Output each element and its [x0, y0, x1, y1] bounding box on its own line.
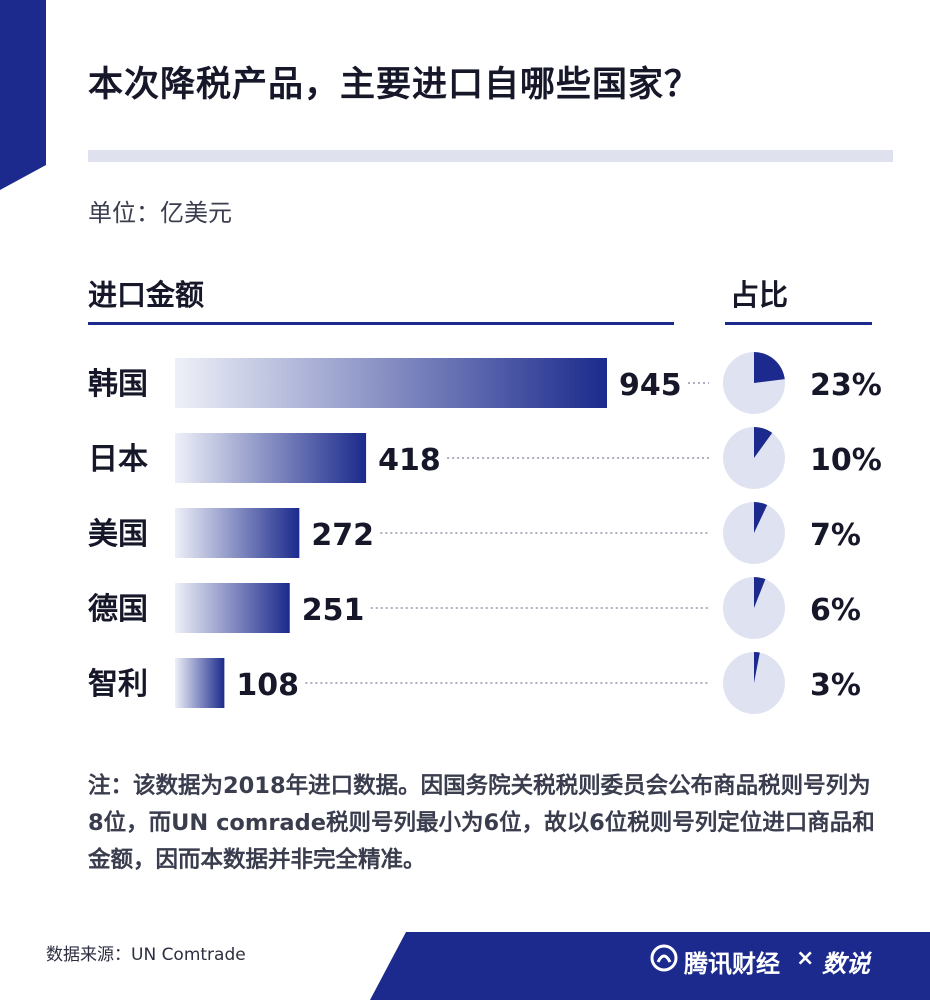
pie-slice: [754, 352, 785, 383]
bar: [175, 658, 225, 708]
value-label: 418: [378, 443, 441, 478]
bar: [175, 433, 367, 483]
share-label: 3%: [810, 668, 861, 703]
column-underline-share: [725, 322, 872, 325]
brand-times: ×: [796, 946, 815, 971]
corner-accent: [0, 0, 46, 190]
brand-logo-icon: [650, 944, 678, 972]
title-underline: [88, 150, 893, 162]
column-underline-amount: [88, 322, 674, 325]
share-label: 23%: [810, 368, 882, 403]
category-label: 智利: [88, 667, 148, 702]
category-label: 日本: [88, 442, 148, 477]
value-label: 108: [236, 668, 299, 703]
share-label: 10%: [810, 443, 882, 478]
footer-band: [370, 932, 930, 1000]
pie-slice: [754, 502, 768, 533]
column-header-amount: 进口金额: [88, 278, 205, 312]
chart-title: 本次降税产品，主要进口自哪些国家？: [88, 65, 701, 105]
share-label: 7%: [810, 518, 861, 553]
data-source: 数据来源：UN Comtrade: [46, 945, 246, 965]
bar: [175, 583, 290, 633]
category-label: 德国: [88, 592, 148, 627]
column-header-share: 占比: [730, 278, 789, 312]
category-label: 韩国: [88, 367, 148, 402]
value-label: 945: [619, 368, 682, 403]
bar: [175, 358, 607, 408]
bar-chart: 韩国 945 23% 日本 418 10% 美国 272 7% 德国 251 6% 智利 108 3%: [88, 352, 882, 714]
category-label: 美国: [88, 517, 148, 552]
pie-slice: [754, 652, 760, 683]
pie-slice: [754, 427, 773, 458]
pie-slice: [754, 577, 766, 608]
value-label: 251: [302, 593, 365, 628]
brand-name: 腾讯财经: [684, 950, 780, 978]
unit-label: 单位：亿美元: [88, 199, 232, 227]
brand-partner: 数说: [822, 950, 870, 978]
bar: [175, 508, 300, 558]
value-label: 272: [311, 518, 374, 553]
share-label: 6%: [810, 593, 861, 628]
footnote: 注：该数据为2018年进口数据。因国务院关税税则委员会公布商品税则号列为8位，而…: [88, 773, 875, 873]
